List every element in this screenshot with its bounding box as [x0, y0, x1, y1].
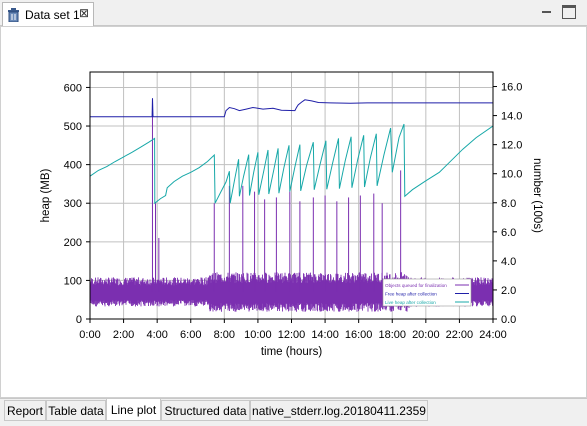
x-tick-label: 24:00 [479, 329, 507, 341]
tab-native-stderr-log[interactable]: native_stderr.log.20180411.2359 [250, 400, 428, 421]
tab-label: Table data [48, 403, 104, 418]
series-free-heap [90, 98, 493, 118]
x-axis-label: time (hours) [261, 346, 323, 358]
y2-tick-label: 2.0 [501, 285, 516, 297]
editor-tab-bar: Data set 1 ⊠ [0, 0, 587, 26]
legend-entry: Objects queued for finalization [385, 283, 447, 288]
y2-tick-label: 10.0 [501, 169, 522, 181]
x-tick-label: 14:00 [311, 329, 339, 341]
tab-title: Data set 1 [25, 7, 80, 22]
x-tick-label: 0:00 [79, 329, 100, 341]
x-tick-label: 4:00 [146, 329, 167, 341]
legend-entry: Live heap after collection [385, 300, 436, 305]
y-tick-label: 100 [64, 275, 82, 287]
y2-axis-label: number (100s) [531, 158, 543, 233]
y-tick-label: 500 [64, 121, 82, 133]
tab-report[interactable]: Report [4, 400, 46, 421]
close-icon[interactable]: ⊠ [78, 6, 89, 20]
y2-tick-label: 16.0 [501, 82, 522, 94]
bottom-tab-bar: Report Table data Line plot Structured d… [0, 398, 587, 426]
line-plot: 0 100 200 300 400 500 600 0.0 2.0 4.0 6.0 8.0 10.0 12… [40, 71, 543, 358]
trash-icon [8, 7, 19, 22]
y2-tick-label: 12.0 [501, 140, 522, 152]
legend-entry: Free heap after collection [385, 292, 437, 297]
tab-table-data[interactable]: Table data [46, 400, 106, 421]
x-tick-label: 8:00 [214, 329, 235, 341]
y-tick-label: 600 [64, 82, 82, 94]
y2-tick-label: 6.0 [501, 227, 516, 239]
tab-label: native_stderr.log.20180411.2359 [252, 403, 426, 418]
y-tick-label: 200 [64, 237, 82, 249]
x-tick-label: 16:00 [345, 329, 373, 341]
tab-line-plot[interactable]: Line plot [106, 399, 161, 421]
series-live-heap [89, 123, 494, 205]
x-tick-label: 18:00 [378, 329, 406, 341]
minimize-icon[interactable] [540, 5, 554, 19]
tab-label: Report [6, 403, 44, 418]
y-tick-label: 0 [76, 314, 82, 326]
y2-tick-label: 14.0 [501, 111, 522, 123]
y-tick-label: 400 [64, 160, 82, 172]
x-tick-label: 22:00 [446, 329, 474, 341]
y2-tick-label: 4.0 [501, 256, 516, 268]
y2-tick-label: 8.0 [501, 198, 516, 210]
maximize-icon[interactable] [562, 5, 576, 19]
y-tick-label: 300 [64, 198, 82, 210]
x-tick-label: 2:00 [113, 329, 134, 341]
tab-label: Line plot [110, 402, 157, 417]
y-axis-label: heap (MB) [40, 168, 52, 222]
x-tick-label: 6:00 [180, 329, 201, 341]
tab-structured-data[interactable]: Structured data [161, 400, 250, 421]
x-tick-label: 10:00 [244, 329, 272, 341]
tab-data-set-1[interactable]: Data set 1 ⊠ [2, 2, 94, 26]
x-tick-label: 12:00 [278, 329, 306, 341]
x-tick-label: 20:00 [412, 329, 440, 341]
y2-tick-label: 0.0 [501, 314, 516, 326]
tab-label: Structured data [164, 403, 247, 418]
